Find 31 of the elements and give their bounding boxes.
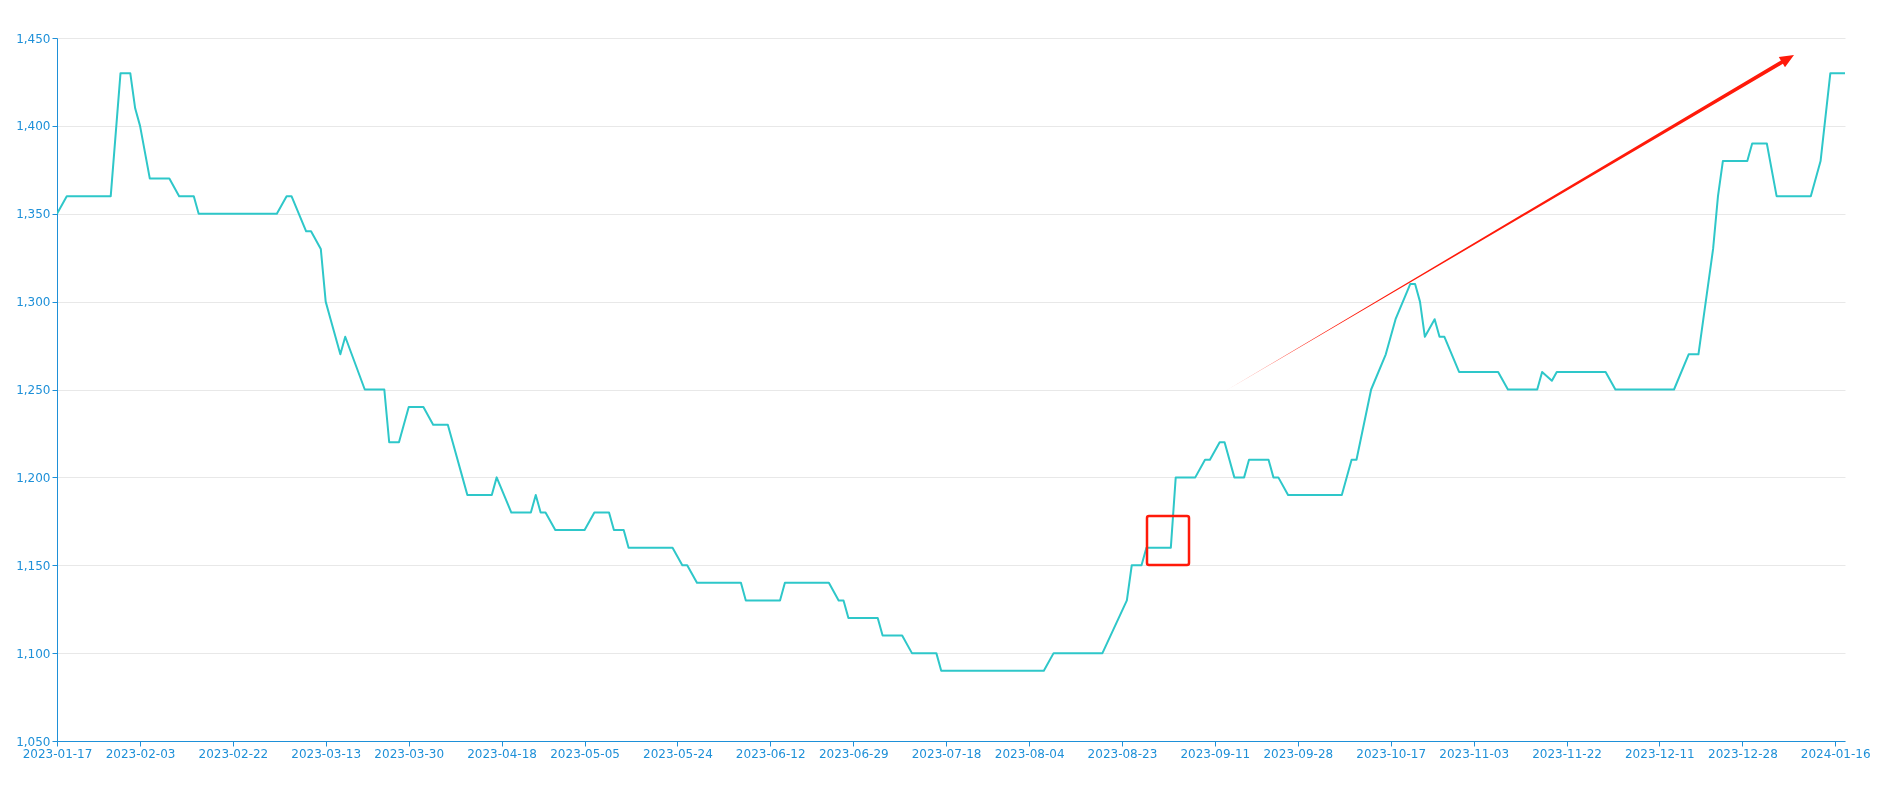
x-tick-label: 2023-09-28 bbox=[1263, 746, 1334, 761]
x-tick-label: 2023-02-03 bbox=[105, 746, 176, 761]
x-tick-label: 2023-05-24 bbox=[643, 746, 713, 761]
x-tick-label: 2023-06-12 bbox=[735, 746, 806, 761]
y-tick-label: 1,300 bbox=[16, 295, 51, 310]
x-tick-label: 2023-01-17 bbox=[22, 746, 93, 761]
x-tick-label: 2023-07-18 bbox=[911, 746, 982, 761]
x-tick-label: 2023-04-18 bbox=[467, 746, 537, 761]
x-tick-label: 2023-11-03 bbox=[1439, 746, 1510, 761]
x-tick-label: 2023-12-11 bbox=[1624, 746, 1695, 761]
line-series bbox=[57, 72, 1845, 672]
x-tick-label: 2023-05-05 bbox=[550, 746, 620, 761]
y-tick-label: 1,350 bbox=[16, 207, 51, 222]
x-tick-label: 2023-11-22 bbox=[1532, 746, 1602, 761]
y-tick-label: 1,450 bbox=[16, 31, 51, 46]
x-tick-label: 2023-10-17 bbox=[1356, 746, 1427, 761]
y-tick-label: 1,200 bbox=[16, 470, 51, 485]
x-tick-label: 2023-08-23 bbox=[1087, 746, 1158, 761]
y-tick-label: 1,150 bbox=[16, 558, 51, 573]
x-tick-label: 2023-09-11 bbox=[1180, 746, 1251, 761]
y-tick-label: 1,050 bbox=[16, 734, 51, 749]
x-tick-label: 2023-08-04 bbox=[994, 746, 1065, 761]
x-tick-label: 2023-12-28 bbox=[1708, 746, 1778, 761]
x-tick-label: 2024-01-16 bbox=[1800, 746, 1871, 761]
y-tick-label: 1,100 bbox=[16, 646, 51, 661]
x-tick-label: 2023-02-22 bbox=[198, 746, 269, 761]
x-tick-label: 2023-03-30 bbox=[374, 746, 445, 761]
y-tick-label: 1,250 bbox=[16, 383, 51, 397]
x-tick-label: 2023-06-29 bbox=[818, 746, 889, 761]
x-tick-label: 2023-03-13 bbox=[291, 746, 362, 761]
y-tick-label: 1,400 bbox=[16, 119, 51, 134]
